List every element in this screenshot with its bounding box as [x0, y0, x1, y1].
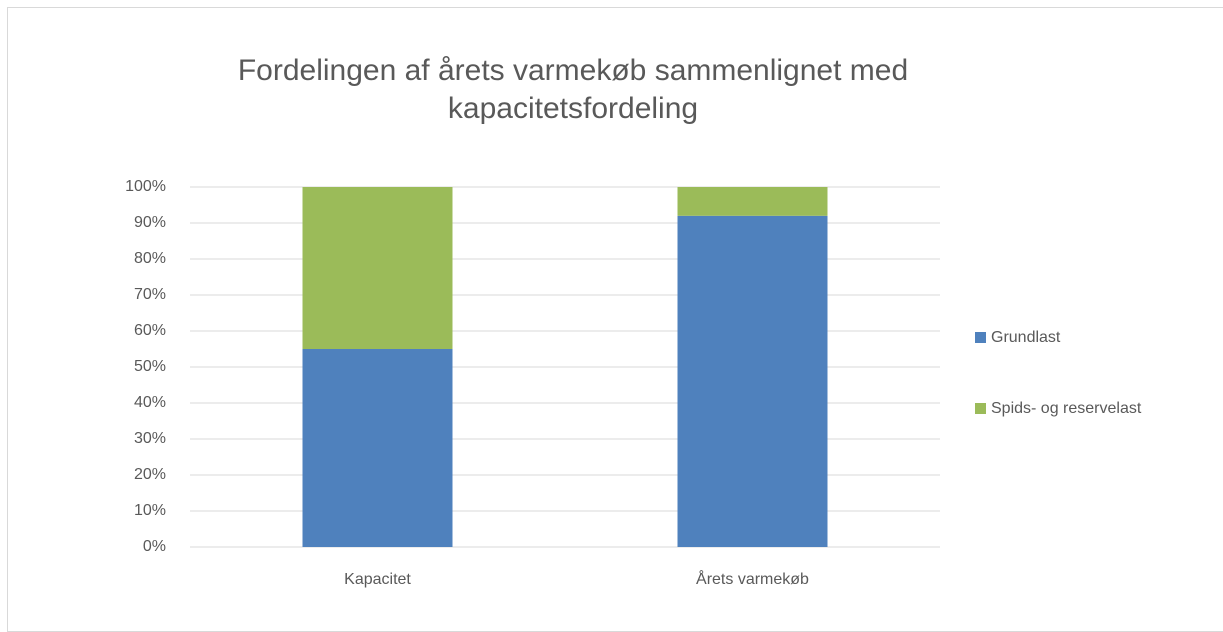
bar-segment — [677, 215, 828, 548]
y-tick-label: 0% — [143, 538, 166, 555]
x-tick-label: Kapacitet — [344, 571, 411, 588]
y-tick-label: 30% — [134, 430, 166, 447]
bar-segment — [302, 349, 453, 547]
y-tick-label: 60% — [134, 322, 166, 339]
y-tick-label: 80% — [134, 250, 166, 267]
bar-segment — [302, 187, 453, 349]
y-tick-label: 70% — [134, 286, 166, 303]
y-tick-label: 10% — [134, 502, 166, 519]
y-tick-label: 40% — [134, 394, 166, 411]
y-tick-label: 90% — [134, 214, 166, 231]
y-tick-label: 20% — [134, 466, 166, 483]
y-tick-label: 50% — [134, 358, 166, 375]
chart-title: Fordelingen af årets varmekøb sammenlign… — [237, 54, 909, 125]
x-tick-label: Årets varmekøb — [696, 569, 809, 588]
legend-swatch — [975, 403, 986, 414]
bar-segment — [677, 187, 828, 216]
legend-swatch — [975, 332, 986, 343]
legend-label: Spids- og reservelast — [991, 400, 1142, 417]
y-tick-label: 100% — [125, 178, 166, 195]
legend-label: Grundlast — [991, 329, 1061, 346]
